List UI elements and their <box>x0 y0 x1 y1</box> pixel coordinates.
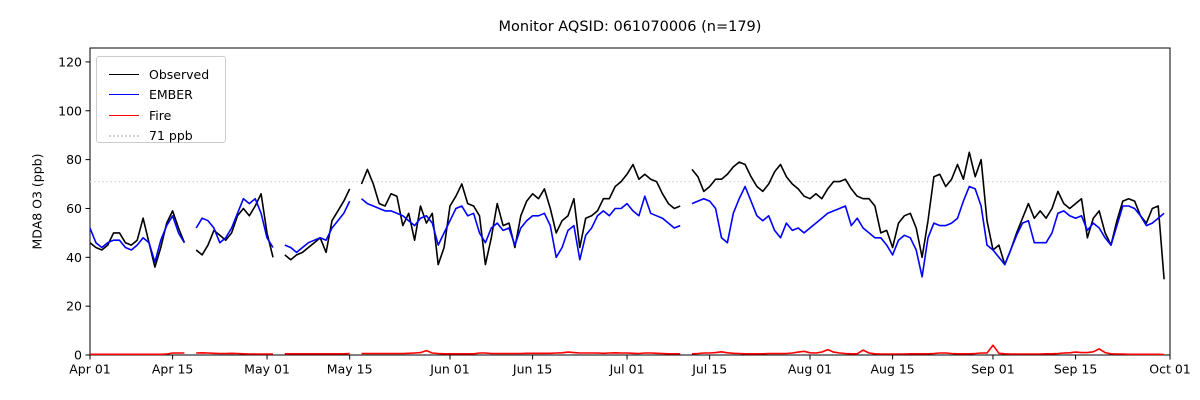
legend-item-fire: Fire <box>109 105 225 126</box>
x-tick-label: Jun 01 <box>429 362 469 377</box>
legend-label: Observed <box>149 66 210 82</box>
legend-label: Fire <box>149 107 172 123</box>
y-tick-label: 0 <box>74 348 82 363</box>
legend-item-71ppb: 71 ppb <box>109 126 225 147</box>
threshold-line-swatch <box>109 134 139 137</box>
x-tick-label: Sep 15 <box>1054 362 1097 377</box>
x-tick-label: Aug 01 <box>788 362 832 377</box>
x-tick-label: Oct 01 <box>1149 362 1191 377</box>
legend: Observed EMBER Fire 71 ppb <box>96 56 226 143</box>
x-tick-label: Jun 15 <box>512 362 552 377</box>
x-tick-label: Apr 15 <box>152 362 194 377</box>
series-fire-line <box>90 344 1165 356</box>
y-tick-label: 40 <box>66 250 82 265</box>
chart-title: Monitor AQSID: 061070006 (n=179) <box>498 19 762 35</box>
x-tick-label: May 01 <box>244 362 290 377</box>
x-tick-label: Apr 01 <box>69 362 111 377</box>
fire-line-swatch <box>109 114 139 116</box>
y-tick-label: 60 <box>66 201 82 216</box>
y-tick-label: 100 <box>58 103 82 118</box>
y-axis-label: MDA8 O3 (ppb) <box>29 153 45 250</box>
legend-label: EMBER <box>149 87 193 103</box>
axes-frame <box>89 47 1171 356</box>
series-ember-line <box>89 185 1165 278</box>
y-tick-label: 120 <box>58 54 82 69</box>
y-tick-label: 80 <box>66 152 82 167</box>
x-tick-label: Jul 01 <box>609 362 645 377</box>
x-tick-label: Aug 15 <box>870 362 914 377</box>
legend-item-observed: Observed <box>109 64 225 85</box>
observed-line-swatch <box>109 73 139 75</box>
x-tick-label: May 15 <box>327 362 373 377</box>
series-observed-line <box>89 151 1165 280</box>
y-tick-label: 20 <box>66 299 82 314</box>
x-tick-label: Sep 01 <box>971 362 1014 377</box>
legend-label: 71 ppb <box>149 128 193 144</box>
x-tick-label: Jul 15 <box>691 362 727 377</box>
ember-line-swatch <box>109 94 139 96</box>
legend-item-ember: EMBER <box>109 85 225 106</box>
